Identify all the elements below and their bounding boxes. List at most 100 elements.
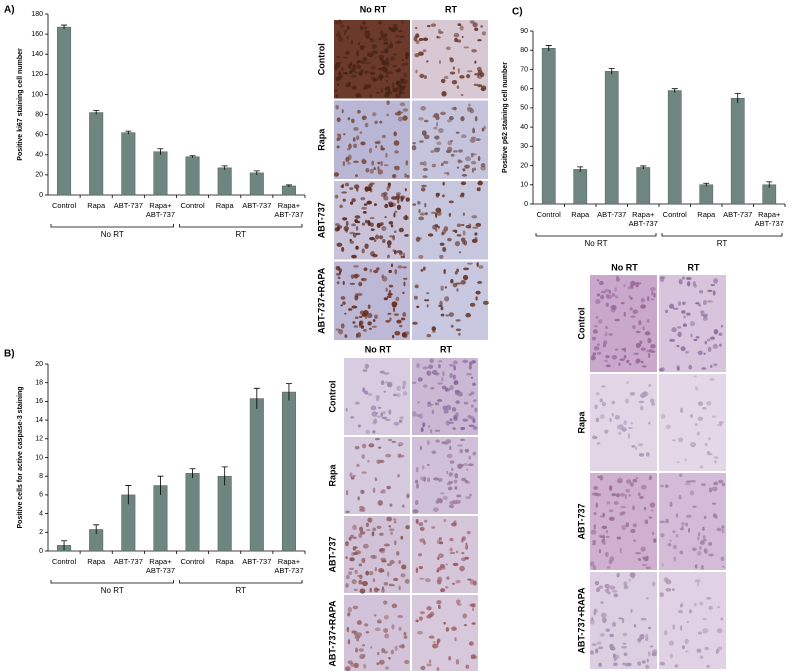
cell [645, 637, 649, 642]
cell [355, 647, 359, 653]
cell [367, 459, 370, 463]
cell [361, 159, 367, 165]
cell [466, 70, 473, 73]
cell [630, 422, 634, 425]
cell [446, 576, 450, 580]
cell [441, 385, 447, 390]
x-tick-label: Control [662, 210, 687, 219]
y-tick-label: 40 [520, 124, 528, 131]
cell [427, 364, 434, 369]
cell [708, 437, 711, 441]
cell [476, 187, 481, 192]
y-tick-label: 30 [520, 143, 528, 150]
cell [632, 523, 638, 528]
cell [648, 516, 653, 519]
micrograph-cells [658, 276, 723, 372]
cell [396, 319, 402, 324]
cell [402, 266, 407, 269]
cell [659, 592, 664, 598]
cell [449, 418, 453, 422]
cell [436, 121, 439, 127]
cell [381, 274, 384, 279]
cell [401, 63, 406, 66]
cell [393, 421, 400, 426]
cell [350, 415, 355, 419]
y-tick-label: 60 [35, 132, 43, 139]
cell [415, 518, 419, 524]
cell [355, 232, 361, 236]
cell [472, 608, 475, 611]
cell [434, 135, 440, 140]
cell [392, 518, 397, 522]
cell [684, 638, 689, 644]
cell [697, 536, 700, 541]
cell [711, 486, 718, 492]
cell [470, 161, 477, 165]
cell [465, 496, 472, 499]
micrograph-cells [589, 572, 658, 670]
cell [349, 67, 354, 71]
cell [702, 316, 708, 321]
cell [355, 226, 359, 231]
cell [420, 427, 424, 433]
cell [426, 663, 432, 667]
cell [350, 662, 355, 668]
y-tick-label: 60 [520, 86, 528, 93]
cell [388, 657, 391, 660]
cell [469, 138, 476, 143]
cell [629, 482, 634, 487]
cell [374, 234, 380, 240]
cell [426, 477, 431, 483]
cell [691, 547, 697, 552]
cell [433, 126, 438, 130]
cell [717, 646, 723, 651]
cell [442, 405, 448, 411]
cell [395, 192, 401, 196]
cell [453, 32, 460, 38]
cell [704, 646, 709, 651]
cell [354, 316, 359, 320]
cell [430, 387, 435, 390]
cell [381, 647, 386, 653]
cell [463, 462, 469, 467]
cell [457, 463, 463, 469]
cell [449, 552, 456, 555]
cell [630, 528, 636, 534]
cell [476, 262, 479, 267]
cell [402, 291, 405, 294]
error-bar [285, 383, 292, 401]
cell [358, 579, 363, 585]
cell [423, 134, 430, 140]
error-bar [545, 45, 552, 52]
cell [465, 664, 470, 669]
cell [449, 472, 452, 478]
cell [427, 613, 433, 618]
cell [400, 85, 407, 89]
cell [702, 618, 707, 621]
cell [417, 377, 423, 382]
cell [651, 581, 656, 587]
cell [461, 551, 465, 555]
cell [604, 332, 608, 337]
cell [641, 563, 648, 567]
cell [453, 360, 458, 365]
cell [472, 655, 478, 659]
micrograph-cells [345, 438, 410, 514]
cell [393, 393, 397, 397]
cell [475, 222, 482, 227]
cell [595, 502, 598, 508]
y-tick-label: 10 [35, 454, 43, 461]
cell [599, 474, 604, 481]
cell [628, 494, 631, 497]
cell [395, 296, 400, 302]
row-label: ABT-737 [316, 202, 326, 238]
bar [185, 473, 200, 552]
cell [699, 655, 704, 660]
cell [436, 141, 442, 146]
cell [385, 418, 391, 421]
cell [592, 329, 598, 334]
cell [462, 418, 469, 422]
cell [477, 155, 481, 162]
column-header: No RT [360, 4, 387, 14]
